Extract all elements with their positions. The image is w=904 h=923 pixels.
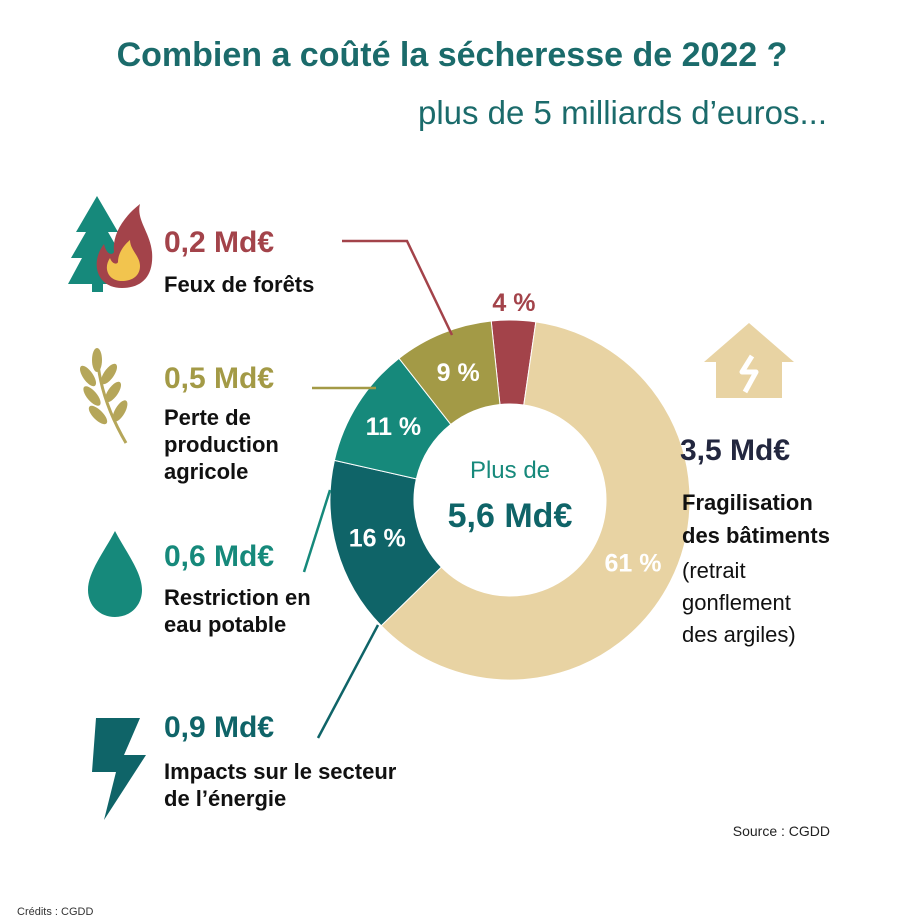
leader-line-water bbox=[302, 489, 332, 573]
percent-label-energy: 16 % bbox=[349, 525, 406, 553]
source-note: Source : CGDD bbox=[732, 823, 830, 839]
category-energy-line1: Impacts sur le secteur bbox=[164, 759, 397, 784]
center-label-line1: Plus de bbox=[470, 457, 550, 484]
leader-line-forest bbox=[342, 239, 454, 336]
category-water-line1: Restriction en bbox=[164, 585, 311, 610]
detail-buildings-line1: (retrait bbox=[682, 558, 746, 583]
amount-forest: 0,2 Md€ bbox=[164, 226, 275, 259]
leader-line-energy bbox=[316, 624, 380, 739]
category-buildings-line1: Fragilisation bbox=[682, 490, 813, 515]
category-agri-line2: production bbox=[164, 432, 279, 457]
percent-label-forest: 4 % bbox=[492, 289, 535, 317]
detail-buildings-line3: des argiles) bbox=[682, 622, 796, 647]
category-agri-line3: agricole bbox=[164, 459, 249, 484]
donut-slice-agri bbox=[398, 320, 501, 426]
amount-agri: 0,5 Md€ bbox=[164, 362, 275, 395]
detail-buildings-line2: gonflement bbox=[682, 590, 791, 615]
percent-label-buildings: 61 % bbox=[604, 550, 661, 578]
category-agri-line1: Perte de bbox=[164, 405, 251, 430]
page-subtitle: plus de 5 milliards d’euros... bbox=[417, 94, 827, 131]
donut-slice-buildings bbox=[380, 321, 691, 681]
category-energy-line2: de l’énergie bbox=[164, 786, 287, 811]
percent-label-water: 11 % bbox=[366, 413, 422, 441]
amount-energy: 0,9 Md€ bbox=[164, 711, 275, 744]
percent-label-agri: 9 % bbox=[437, 359, 480, 387]
amount-water: 0,6 Md€ bbox=[164, 540, 275, 573]
category-forest: Feux de forêts bbox=[164, 272, 315, 297]
center-label-total: 5,6 Md€ bbox=[448, 497, 573, 535]
donut-slice-energy bbox=[329, 459, 443, 627]
percent-labels: 4 % 61 % 16 % 11 % 9 % bbox=[349, 289, 662, 578]
water-drop-icon bbox=[88, 531, 142, 617]
credits-note: Crédits : CGDD bbox=[17, 906, 94, 918]
cracked-house-icon bbox=[704, 323, 794, 398]
lightning-icon bbox=[92, 718, 146, 820]
forest-fire-icon bbox=[68, 196, 153, 292]
wheat-icon bbox=[79, 348, 128, 444]
amount-buildings: 3,5 Md€ bbox=[680, 434, 791, 467]
category-water-line2: eau potable bbox=[164, 612, 287, 637]
page-title: Combien a coûté la sécheresse de 2022 ? bbox=[116, 36, 788, 74]
category-buildings-line2: des bâtiments bbox=[682, 523, 830, 548]
donut-slices bbox=[329, 319, 691, 681]
